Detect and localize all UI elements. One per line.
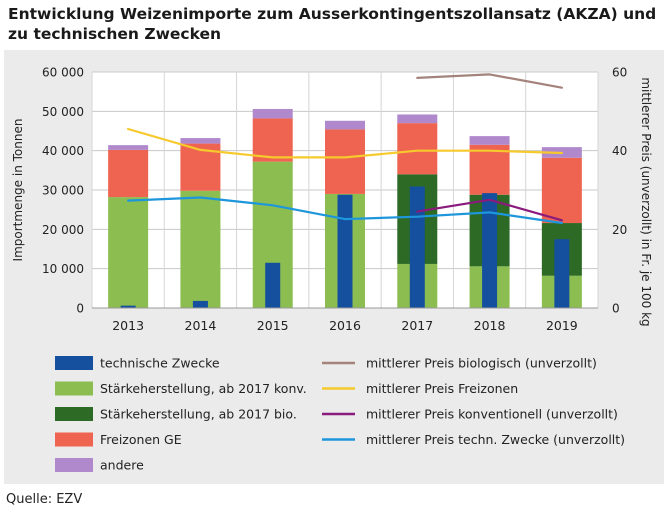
bar-technische-zwecke [482,193,498,308]
bar-technische-zwecke [554,239,570,308]
legend-label: Stärkeherstellung, ab 2017 konv. [100,381,307,396]
y-tick-label: 50 000 [42,105,84,119]
bar-segment [180,190,221,308]
bar-technische-zwecke [192,300,208,308]
legend-swatch [55,458,93,472]
y2-tick-label: 40 [612,144,627,158]
y-tick-label: 0 [76,302,84,316]
x-tick-label: 2018 [474,318,506,333]
bar-segment [252,108,293,119]
x-tick-label: 2014 [185,318,217,333]
bar-segment [108,149,149,198]
y-tick-label: 10 000 [42,262,84,276]
legend-swatch [55,407,93,421]
bar-segment [469,144,510,195]
bar-segment [469,136,510,145]
bar-segment [541,157,582,224]
bar-segment [108,197,149,308]
legend-label: mittlerer Preis techn. Zwecke (unverzoll… [366,432,625,447]
legend-label: technische Zwecke [100,356,220,371]
bar-segment [325,129,365,194]
bar-segment [397,114,438,124]
y2-tick-label: 60 [612,66,627,80]
y-tick-label: 20 000 [42,223,84,237]
y2-tick-label: 20 [612,223,627,237]
bar-segment [252,118,293,162]
legend-label: Stärkeherstellung, ab 2017 bio. [100,407,297,422]
legend-swatch [55,356,93,370]
x-tick-label: 2017 [401,318,433,333]
x-tick-label: 2016 [329,318,361,333]
legend-label: Freizonen GE [100,432,182,447]
bar-segment [397,123,438,175]
bar-technische-zwecke [120,305,136,308]
legend-label: mittlerer Preis Freizonen [366,381,518,396]
axes: 0 10 000 20 000 30 000 40 000 50 000 60 000 0 20… [11,66,653,334]
chart-title-line-2: zu technischen Zwecken [8,25,222,43]
chart-title-line-1: Entwicklung Weizenimporte zum Ausserkont… [8,5,657,23]
bars [108,108,582,308]
y-tick-label: 60 000 [42,66,84,80]
y-tick-label: 30 000 [42,184,84,198]
y-tick-label: 40 000 [42,144,84,158]
legend-label: mittlerer Preis biologisch (unverzollt) [366,356,597,371]
price-lines [127,73,564,225]
y2-tick-label: 0 [612,302,620,316]
legend-label: andere [100,458,144,473]
y2-axis-title: mittlerer Preis (unverzollt) in Fr. je 1… [639,77,653,326]
bar-segment [180,138,221,144]
legend: technische Zwecke Stärkeherstellung, ab 2… [55,356,625,473]
chart-title: Entwicklung Weizenimporte zum Ausserkont… [8,4,658,44]
price-line [127,127,564,159]
legend-label: mittlerer Preis konventionell (unverzoll… [366,407,618,422]
bar-technische-zwecke [337,194,353,308]
price-line [416,198,564,222]
legend-swatch [55,381,93,396]
price-line [416,73,564,89]
bar-segment [325,120,365,130]
legend-swatch [55,432,93,447]
x-tick-label: 2013 [112,318,144,333]
source-note: Quelle: EZV [6,492,83,507]
y-axis-title: Importmenge in Tonnen [11,119,25,262]
x-tick-label: 2019 [546,318,578,333]
bar-technische-zwecke [265,262,281,308]
bar-segment [108,145,149,150]
price-line [127,196,564,225]
bar-technische-zwecke [409,186,425,308]
x-tick-label: 2015 [257,318,289,333]
